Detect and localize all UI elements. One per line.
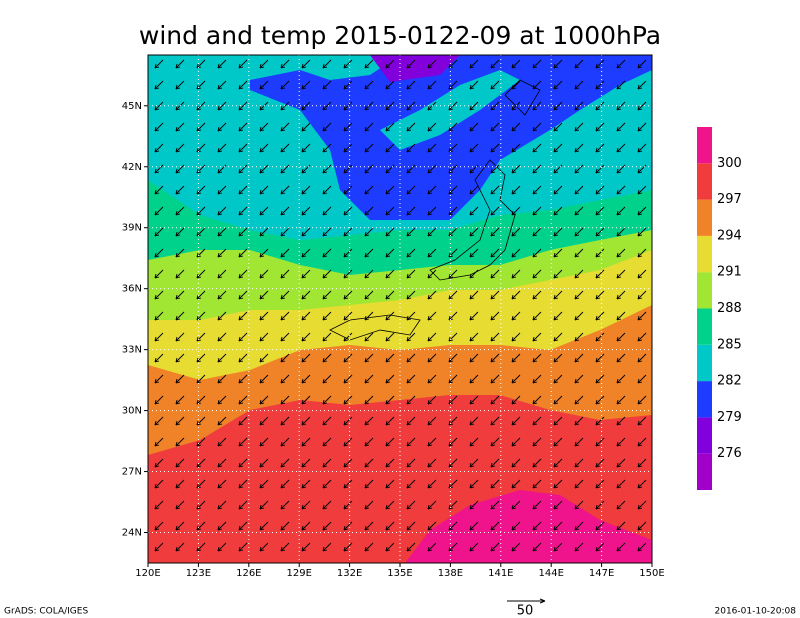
colorbar-segment	[697, 199, 712, 236]
colorbar-segment	[697, 453, 712, 490]
x-tick-label: 144E	[538, 568, 563, 579]
y-tick-label: 24N	[122, 528, 142, 539]
x-tick-label: 120E	[135, 568, 160, 579]
colorbar-label: 288	[717, 301, 742, 316]
colorbar-segment	[697, 344, 712, 382]
colorbar-segment	[697, 163, 712, 200]
colorbar: 276 279 282 285 288 291 294 297 300	[697, 127, 742, 490]
colorbar-label: 276	[717, 446, 742, 461]
x-tick-label: 126E	[236, 568, 261, 579]
y-tick-label: 30N	[122, 406, 142, 417]
y-tick-label: 33N	[122, 345, 142, 356]
colorbar-label: 285	[717, 337, 742, 352]
x-tick-label: 135E	[387, 568, 412, 579]
x-tick-label: 150E	[639, 568, 664, 579]
footer-right: 2016-01-10-20:08	[715, 607, 797, 617]
y-tick-label: 36N	[122, 284, 142, 295]
colorbar-segment	[697, 381, 712, 418]
x-tick-label: 141E	[488, 568, 513, 579]
colorbar-label: 279	[717, 410, 742, 425]
title: wind and temp 2015-0122-09 at 1000hPa	[139, 21, 661, 50]
colorbar-segment	[697, 127, 712, 164]
vector-scale-head	[539, 598, 546, 604]
y-tick-label: 45N	[122, 101, 142, 112]
y-tick-label: 39N	[122, 223, 142, 234]
colorbar-segment	[697, 308, 712, 345]
colorbar-label: 294	[717, 228, 742, 243]
footer-left: GrADS: COLA/IGES	[4, 607, 88, 617]
colorbar-label: 300	[717, 156, 742, 171]
colorbar-segment	[697, 417, 712, 454]
colorbar-label: 297	[717, 192, 742, 207]
colorbar-label: 282	[717, 374, 742, 389]
colorbar-segment	[697, 272, 712, 309]
colorbar-label: 291	[717, 265, 742, 280]
y-tick-label: 27N	[122, 467, 142, 478]
temperature-field	[148, 55, 652, 563]
x-tick-label: 129E	[286, 568, 311, 579]
y-tick-label: 42N	[122, 162, 142, 173]
x-tick-label: 147E	[589, 568, 614, 579]
vector-scale-label: 50	[517, 604, 534, 618]
plot-frame	[147, 54, 653, 564]
colorbar-segment	[697, 235, 712, 273]
x-tick-label: 132E	[337, 568, 362, 579]
x-tick-label: 123E	[186, 568, 211, 579]
x-tick-label: 138E	[438, 568, 463, 579]
